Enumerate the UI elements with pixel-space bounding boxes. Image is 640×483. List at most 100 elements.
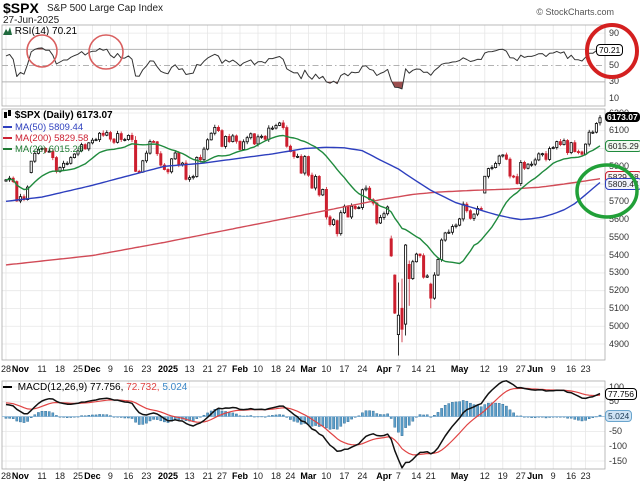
date-tick-label: 16	[566, 364, 577, 374]
ma50-value-bubble: 5809.44	[605, 178, 640, 190]
price-y-label: 5300	[609, 267, 630, 278]
date-tick-label: 17	[339, 471, 350, 481]
date-tick-label: 7	[395, 471, 401, 481]
date-tick-label: Feb	[231, 471, 248, 481]
date-tick-label: 23	[580, 364, 591, 374]
ma20-line-swatch	[3, 148, 12, 151]
macd-y-label: 50	[609, 396, 620, 407]
macd-y-label: 100	[609, 381, 625, 392]
date-tick-label: 2025	[157, 471, 179, 481]
date-tick-label: Dec	[84, 364, 101, 374]
ma50-legend-label: MA(50) 5809.44	[15, 122, 84, 133]
date-tick-label: 19	[497, 471, 508, 481]
date-tick-label: 23	[580, 471, 591, 481]
date-tick-label: 27	[515, 364, 526, 374]
ma200-legend: MA(200) 5829.58	[3, 133, 88, 144]
date-tick-label: 14	[411, 364, 422, 374]
date-tick-label: 17	[339, 364, 350, 374]
date-tick-label: 2025	[157, 364, 179, 374]
date-tick-label: 9	[107, 364, 113, 374]
date-tick-label: 27	[515, 471, 526, 481]
date-tick-label: 16	[123, 364, 134, 374]
macd-legend-name: MACD(12,26,9)	[17, 382, 88, 393]
macd-y-label: -100	[609, 440, 628, 451]
macd-hist-value: 5.024	[162, 382, 188, 393]
date-tick-label: May	[450, 471, 469, 481]
macd-legend: MACD(12,26,9) 77.756, 72.732, 5.024	[3, 382, 187, 393]
date-tick-label: 9	[550, 364, 556, 374]
price-y-label: 5600	[609, 214, 630, 225]
date-tick-label: Jun	[527, 471, 544, 481]
rsi-y-label: 10	[609, 92, 620, 103]
date-tick-label: 27	[216, 471, 227, 481]
indicator-icon	[3, 27, 12, 35]
rsi-y-label: 50	[609, 60, 620, 71]
macd-y-label: -50	[609, 425, 623, 436]
rsi-legend-label: RSI(14) 70.21	[14, 26, 78, 37]
date-tick-label: 24	[285, 471, 296, 481]
price-y-label: 5700	[609, 196, 630, 207]
date-tick-label: Nov	[11, 471, 29, 481]
price-y-label: 5000	[609, 320, 630, 331]
date-tick-label: 21	[425, 471, 436, 481]
rsi-value-bubble: 70.21	[596, 44, 624, 56]
date-tick-label: Dec	[84, 471, 101, 481]
date-tick-label: 21	[202, 471, 213, 481]
date-tick-label: 16	[566, 471, 577, 481]
price-y-label: 5200	[609, 285, 630, 296]
date-tick-label: 23	[141, 471, 152, 481]
date-tick-label: 28	[0, 471, 11, 481]
candlestick-icon	[4, 110, 11, 118]
date-tick-label: 19	[497, 364, 508, 374]
date-tick-label: 10	[321, 471, 332, 481]
date-tick-label: Mar	[300, 364, 317, 374]
date-tick-label: 9	[107, 471, 113, 481]
date-tick-label: 18	[54, 364, 65, 374]
date-tick-label: 18	[270, 471, 281, 481]
date-tick-label: 10	[321, 364, 332, 374]
date-tick-label: May	[450, 364, 469, 374]
date-tick-label: 10	[252, 364, 263, 374]
date-tick-label: 16	[123, 471, 134, 481]
date-tick-label: 25	[72, 364, 83, 374]
rsi-legend: RSI(14) 70.21	[3, 26, 77, 37]
date-tick-label: 23	[141, 364, 152, 374]
rsi-y-label: 30	[609, 76, 620, 87]
date-tick-label: 24	[357, 471, 368, 481]
ma20-legend: MA(20) 6015.29	[3, 144, 83, 155]
date-tick-label: 11	[37, 364, 47, 374]
price-y-label: 5900	[609, 160, 630, 171]
ma20-value-bubble: 6015.29	[605, 140, 640, 152]
date-tick-label: 24	[357, 364, 368, 374]
price-y-label: 5500	[609, 231, 630, 242]
copyright-link[interactable]: © StockCharts.com	[536, 7, 614, 17]
macd-hist-bubble: 5.024	[605, 410, 633, 422]
date-tick-label: 21	[202, 364, 213, 374]
date-tick-label: 25	[72, 471, 83, 481]
date-tick-label: 13	[184, 471, 195, 481]
date-tick-label: Feb	[231, 364, 248, 374]
macd-y-label: -150	[609, 455, 628, 466]
date-tick-label: 27	[216, 364, 227, 374]
ma20-legend-label: MA(20) 6015.29	[15, 144, 84, 155]
date-tick-label: Nov	[11, 364, 29, 374]
price-legend: $SPX (Daily) 6173.07	[3, 110, 113, 121]
ma200-line-swatch	[3, 137, 12, 140]
date-tick-label: 10	[252, 471, 263, 481]
date-tick-label: 21	[425, 364, 436, 374]
ma50-line-swatch	[3, 126, 12, 129]
price-legend-label: $SPX (Daily) 6173.07	[14, 110, 113, 121]
date-tick-label: Jun	[527, 364, 544, 374]
macd-signal-value: 72.732,	[126, 382, 160, 393]
date-tick-label: Mar	[300, 471, 317, 481]
date-tick-label: 28	[0, 364, 11, 374]
macd-legend-value: 77.756,	[90, 382, 124, 393]
ma200-legend-label: MA(200) 5829.58	[15, 133, 89, 144]
date-tick-label: 12	[479, 364, 490, 374]
ma50-legend: MA(50) 5809.44	[3, 122, 83, 133]
price-y-label: 5100	[609, 302, 630, 313]
date-tick-label: Apr	[376, 471, 392, 481]
date-tick-label: 7	[395, 364, 401, 374]
